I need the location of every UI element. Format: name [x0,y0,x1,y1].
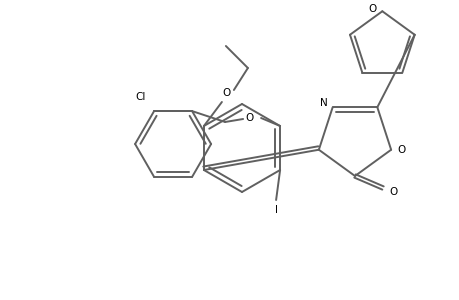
Text: Cl: Cl [134,92,145,102]
Text: I: I [274,205,277,215]
Text: O: O [245,113,253,123]
Text: O: O [388,187,396,197]
Text: O: O [367,4,375,14]
Text: O: O [222,88,230,98]
Text: N: N [319,98,327,108]
Text: O: O [396,145,404,155]
